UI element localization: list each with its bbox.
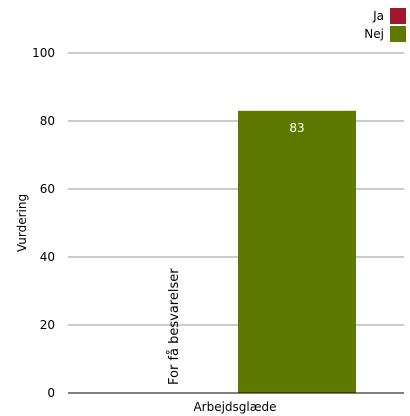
legend: Ja Nej bbox=[364, 8, 406, 42]
y-tick-label: 100 bbox=[32, 46, 55, 60]
bar-nej bbox=[238, 110, 356, 394]
y-tick-label: 20 bbox=[40, 318, 55, 332]
y-tick-label: 40 bbox=[40, 250, 55, 264]
bars: For få besvarelser 83 bbox=[167, 110, 356, 394]
y-axis-title: Vurdering bbox=[15, 194, 29, 252]
bar-value-label: 83 bbox=[289, 121, 304, 135]
y-axis-ticks: 0 20 40 60 80 100 bbox=[32, 46, 55, 400]
legend-swatch-nej bbox=[390, 26, 406, 42]
y-tick-label: 80 bbox=[40, 114, 55, 128]
legend-label-ja: Ja bbox=[372, 9, 384, 23]
legend-swatch-ja bbox=[390, 8, 406, 24]
insufficient-responses-note: For få besvarelser bbox=[167, 268, 182, 385]
x-axis-category-label: Arbejdsglæde bbox=[193, 400, 276, 414]
y-tick-label: 0 bbox=[47, 386, 55, 400]
legend-label-nej: Nej bbox=[364, 27, 384, 41]
y-tick-label: 60 bbox=[40, 182, 55, 196]
